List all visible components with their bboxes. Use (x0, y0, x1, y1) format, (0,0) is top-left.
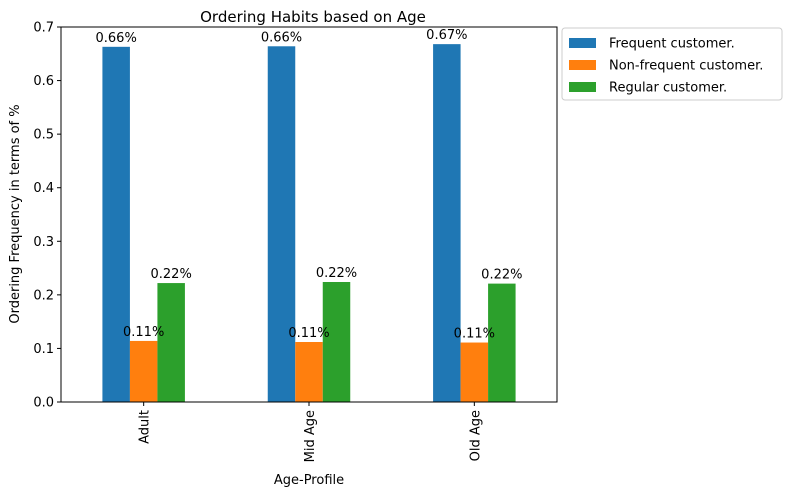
bar-mid-age-frequent-customer (267, 46, 296, 403)
data-label-mid-age-regular-customer: 0.22% (316, 266, 357, 281)
legend: Frequent customer. Non-frequent customer.… (561, 27, 783, 101)
legend-swatch-non-frequent-customer (569, 60, 596, 70)
data-label-adult-non-frequent-customer: 0.11% (123, 325, 164, 340)
y-axis: 0.0 0.1 0.2 0.3 0.4 0.5 0.6 0.7 (33, 21, 61, 411)
x-tick-label-mid-age: Mid Age (303, 410, 318, 462)
plot-frame (60, 26, 558, 403)
x-axis: Adult Mid Age Old Age (138, 402, 483, 462)
bar-mid-age-non-frequent-customer (295, 342, 323, 402)
x-axis-label: Age-Profile (274, 473, 344, 488)
data-label-old-age-frequent-customer: 0.67% (426, 28, 467, 43)
chart-title: Ordering Habits based on Age (200, 8, 426, 26)
data-label-adult-frequent-customer: 0.66% (96, 31, 137, 46)
legend-label-regular-customer: Regular customer. (609, 81, 727, 96)
data-label-mid-age-non-frequent-customer: 0.11% (288, 326, 329, 341)
y-tick-label: 0.6 (33, 74, 54, 89)
y-axis-label: Ordering Frequency in terms of % (8, 104, 23, 323)
bar-old-age-non-frequent-customer (460, 342, 489, 402)
legend-label-frequent-customer: Frequent customer. (609, 37, 735, 52)
legend-swatch-frequent-customer (569, 38, 596, 48)
y-tick-label: 0.2 (33, 288, 54, 303)
x-tick-label-old-age: Old Age (468, 410, 483, 461)
bar-adult-frequent-customer (102, 46, 130, 402)
bars-group (102, 44, 516, 403)
data-label-old-age-regular-customer: 0.22% (481, 268, 522, 283)
y-tick-label: 0.7 (33, 21, 54, 36)
y-tick-label: 0.1 (33, 342, 54, 357)
y-tick-label: 0.0 (33, 396, 54, 411)
bar-adult-non-frequent-customer (129, 340, 158, 402)
y-tick-label: 0.4 (33, 181, 54, 196)
legend-frame (561, 27, 783, 101)
x-tick-label-adult: Adult (138, 410, 153, 444)
bar-old-age-frequent-customer (433, 44, 461, 403)
bar-old-age-regular-customer (488, 283, 516, 402)
bar-mid-age-regular-customer (322, 282, 351, 402)
legend-label-non-frequent-customer: Non-frequent customer. (609, 59, 763, 74)
bar-adult-regular-customer (157, 283, 185, 402)
data-label-old-age-non-frequent-customer: 0.11% (454, 327, 495, 342)
y-tick-label: 0.5 (33, 128, 54, 143)
data-label-mid-age-frequent-customer: 0.66% (261, 30, 302, 45)
data-label-adult-regular-customer: 0.22% (151, 267, 192, 282)
legend-swatch-regular-customer (569, 82, 596, 92)
data-labels-group: 0.66% 0.11% 0.22% 0.66% 0.11% 0.22% 0.67% 0.11%… (96, 28, 523, 341)
y-tick-label: 0.3 (33, 235, 54, 250)
